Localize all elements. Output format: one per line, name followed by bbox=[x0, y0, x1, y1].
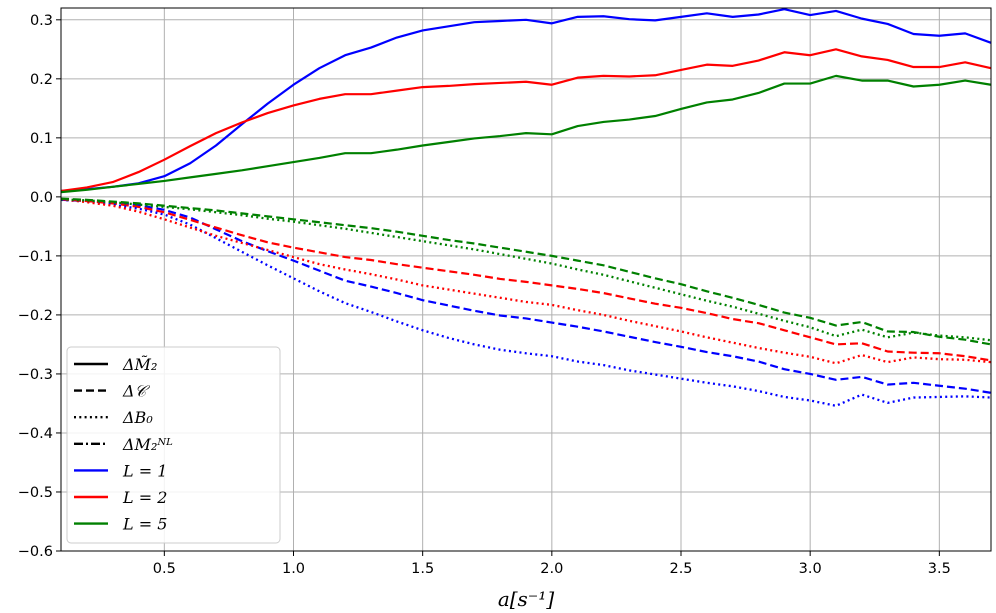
x-tick-label: 1.5 bbox=[411, 561, 434, 577]
x-tick-label: 2.0 bbox=[540, 561, 563, 577]
y-tick-label: −0.5 bbox=[18, 485, 53, 501]
x-tick-label: 0.5 bbox=[153, 561, 176, 577]
x-tick-label: 2.5 bbox=[669, 561, 692, 577]
plot-frame bbox=[60, 7, 992, 552]
series-line bbox=[60, 198, 992, 362]
series-line bbox=[60, 74, 992, 194]
legend-label: Δ𝒞 bbox=[122, 382, 151, 401]
legend-label: ΔM₂ᴺᴸ bbox=[122, 435, 173, 454]
y-tick-label: −0.3 bbox=[18, 367, 53, 383]
y-tick-label: 0.2 bbox=[30, 72, 53, 88]
legend-label: ΔB₀ bbox=[122, 408, 153, 427]
y-tick-label: −0.6 bbox=[18, 544, 53, 560]
x-axis-ticks: 0.5 1.0 1.5 2.0 2.5 3.0 3.5 bbox=[153, 551, 951, 577]
legend-label: L = 5 bbox=[122, 515, 167, 534]
y-tick-label: 0.1 bbox=[30, 131, 53, 147]
y-tick-label: −0.2 bbox=[18, 308, 53, 324]
series-line bbox=[60, 198, 992, 407]
x-tick-label: 1.0 bbox=[282, 561, 305, 577]
y-tick-label: 0.0 bbox=[30, 190, 53, 206]
legend-label: ΔM̃₂ bbox=[122, 355, 157, 374]
y-axis-ticks: 0.3 0.2 0.1 0.0 −0.1 −0.2 −0.3 −0.4 −0.5 −0.6 bbox=[18, 13, 61, 560]
y-tick-label: −0.1 bbox=[18, 249, 53, 265]
series-line bbox=[60, 8, 992, 193]
legend-box bbox=[66, 346, 281, 544]
x-gridlines bbox=[163, 8, 940, 551]
x-tick-label: 3.5 bbox=[928, 561, 951, 577]
series-lines bbox=[60, 8, 992, 407]
y-tick-label: −0.4 bbox=[18, 426, 53, 442]
legend: ΔM̃₂ Δ𝒞 ΔB₀ ΔM₂ᴺᴸ L = 1 L = 2 L = 5 bbox=[66, 346, 281, 544]
series-line bbox=[60, 198, 992, 365]
series-line bbox=[60, 197, 992, 346]
series-line bbox=[60, 48, 992, 193]
legend-label: L = 2 bbox=[122, 488, 167, 507]
series-line bbox=[60, 198, 992, 394]
x-tick-label: 3.0 bbox=[799, 561, 822, 577]
series-line bbox=[60, 198, 992, 342]
y-tick-label: 0.3 bbox=[30, 13, 53, 29]
x-axis-label: a[s⁻¹] bbox=[498, 587, 555, 611]
legend-label: L = 1 bbox=[122, 461, 167, 480]
